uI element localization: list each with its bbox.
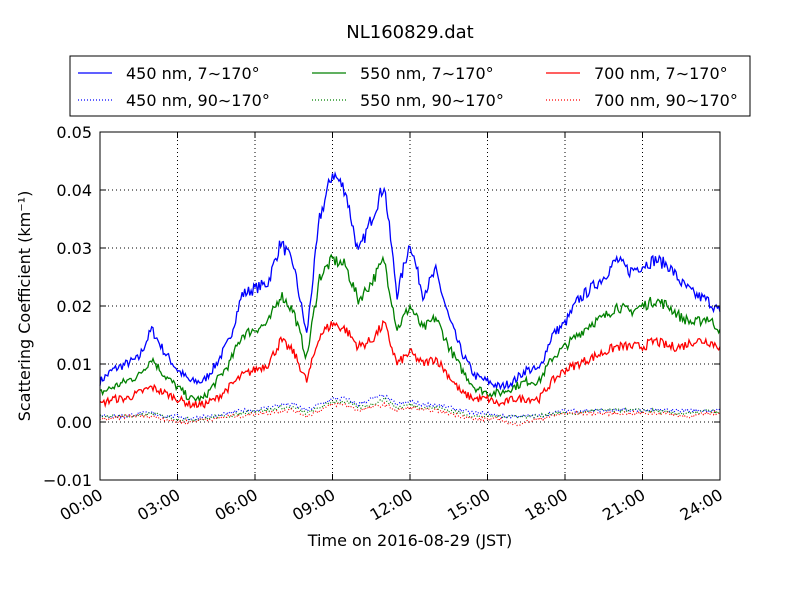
- legend-label: 700 nm, 7∼170°: [594, 64, 728, 83]
- y-tick-label: 0.02: [56, 297, 92, 316]
- y-tick-label: 0.03: [56, 239, 92, 258]
- y-tick-label: −0.01: [43, 471, 92, 490]
- legend-label: 450 nm, 90∼170°: [126, 91, 270, 110]
- y-tick-label: 0.05: [56, 123, 92, 142]
- y-tick-label: 0.04: [56, 181, 92, 200]
- legend-label: 450 nm, 7∼170°: [126, 64, 260, 83]
- x-tick-label: 12:00: [367, 485, 416, 525]
- x-tick-label: 00:00: [57, 485, 106, 525]
- x-tick-label: 24:00: [677, 485, 726, 525]
- x-axis: 00:00 03:00 06:00 09:00 12:00 15:00 18:00 21:00…: [57, 132, 726, 525]
- y-tick-label: 0.01: [56, 355, 92, 374]
- legend: 450 nm, 7∼170° 550 nm, 7∼170° 700 nm, 7∼17…: [78, 64, 738, 110]
- x-tick-label: 09:00: [289, 485, 338, 525]
- series-group: [99, 170, 721, 427]
- x-tick-label: 18:00: [522, 485, 571, 525]
- x-tick-label: 03:00: [134, 485, 183, 525]
- legend-label: 700 nm, 90∼170°: [594, 91, 738, 110]
- x-tick-label: 06:00: [212, 485, 261, 525]
- legend-label: 550 nm, 90∼170°: [360, 91, 504, 110]
- series-line: [99, 396, 721, 422]
- x-tick-label: 21:00: [599, 485, 648, 525]
- y-axis: −0.01 0.00 0.01 0.02 0.03 0.04 0.05: [43, 123, 720, 490]
- legend-box: [69, 55, 751, 117]
- y-axis-label: Scattering Coefficient (km⁻¹): [15, 191, 34, 422]
- legend-label: 550 nm, 7∼170°: [360, 64, 494, 83]
- series-line: [99, 170, 721, 391]
- series-line: [99, 320, 721, 409]
- series-line: [99, 253, 721, 404]
- x-tick-label: 15:00: [444, 485, 493, 525]
- chart-title: NL160829.dat: [346, 22, 473, 43]
- x-axis-label: Time on 2016-08-29 (JST): [307, 531, 512, 550]
- y-tick-label: 0.00: [56, 413, 92, 432]
- series-line: [99, 393, 721, 421]
